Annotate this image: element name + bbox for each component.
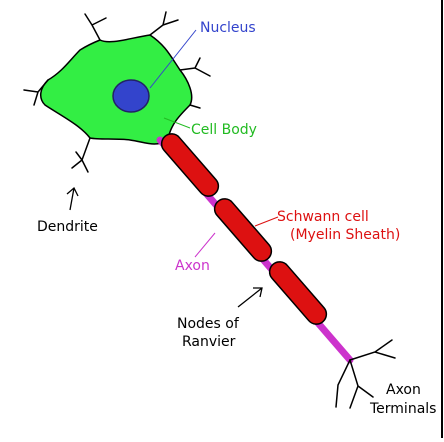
schwann-pointer [254,216,279,227]
axon-terminals-label-2: Terminals [370,401,437,417]
axon-pointer [194,232,216,258]
nodes-of-label: Nodes of [177,316,239,332]
ranvier-label: Ranvier [182,334,236,350]
myelin-segment [160,133,220,197]
nucleus-label: Nucleus [200,20,256,36]
myelin-sheath-label: (Myelin Sheath) [290,227,401,243]
cell-body-label: Cell Body [191,122,257,138]
myelin-sheaths [160,133,328,325]
dendrites [23,11,211,173]
nodes-arrow [237,287,263,308]
right-border [441,0,443,438]
dendrite-label: Dendrite [37,219,98,235]
myelin-segment [213,198,273,262]
axon-label: Axon [175,258,210,274]
nucleus [112,79,150,113]
dendrite-arrow [66,186,79,211]
cell-body-pointer [163,117,191,129]
axon-terminals [335,339,396,409]
axon-terminals-label-1: Axon [386,382,421,398]
nucleus-pointer [149,29,197,89]
schwann-cell-label: Schwann cell [277,209,369,225]
myelin-segment [268,261,328,325]
